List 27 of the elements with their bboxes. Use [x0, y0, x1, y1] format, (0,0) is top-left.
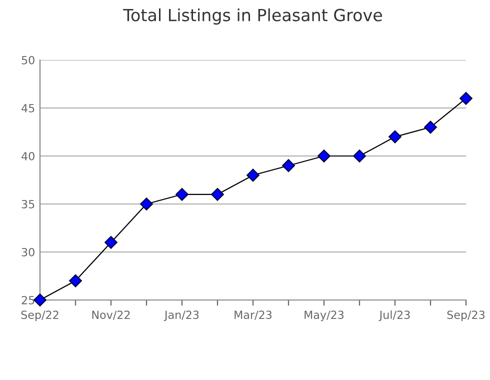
point — [282, 159, 295, 172]
point — [211, 188, 224, 201]
y-tick-label: 25 — [22, 296, 34, 304]
x-tick-label: May/23 — [304, 310, 344, 322]
x-tick-label: Sep/22 — [21, 310, 58, 322]
point — [460, 92, 472, 105]
point — [424, 120, 437, 134]
x-tick-label: Sep/23 — [447, 310, 485, 322]
x-tick-label: Nov/22 — [92, 310, 130, 320]
y-tick-label: 45 — [22, 104, 34, 112]
x-tick-label: Jan/23 — [164, 310, 199, 322]
point — [69, 274, 82, 288]
point — [176, 188, 188, 201]
point — [104, 236, 118, 249]
point — [388, 130, 402, 144]
point — [34, 294, 46, 306]
y-tick-label: 50 — [22, 56, 34, 64]
x-tick-label: Mar/23 — [234, 310, 272, 320]
y-tick-label: 40 — [22, 152, 34, 160]
y-tick-label: 30 — [22, 248, 34, 256]
x-tick-label: Jul/23 — [378, 310, 410, 322]
point — [140, 198, 153, 210]
point — [246, 168, 260, 182]
chart-title: Total Listings in Pleasant Grove — [123, 8, 382, 25]
point — [353, 150, 366, 162]
point — [318, 150, 330, 162]
y-tick-label: 35 — [22, 200, 34, 208]
